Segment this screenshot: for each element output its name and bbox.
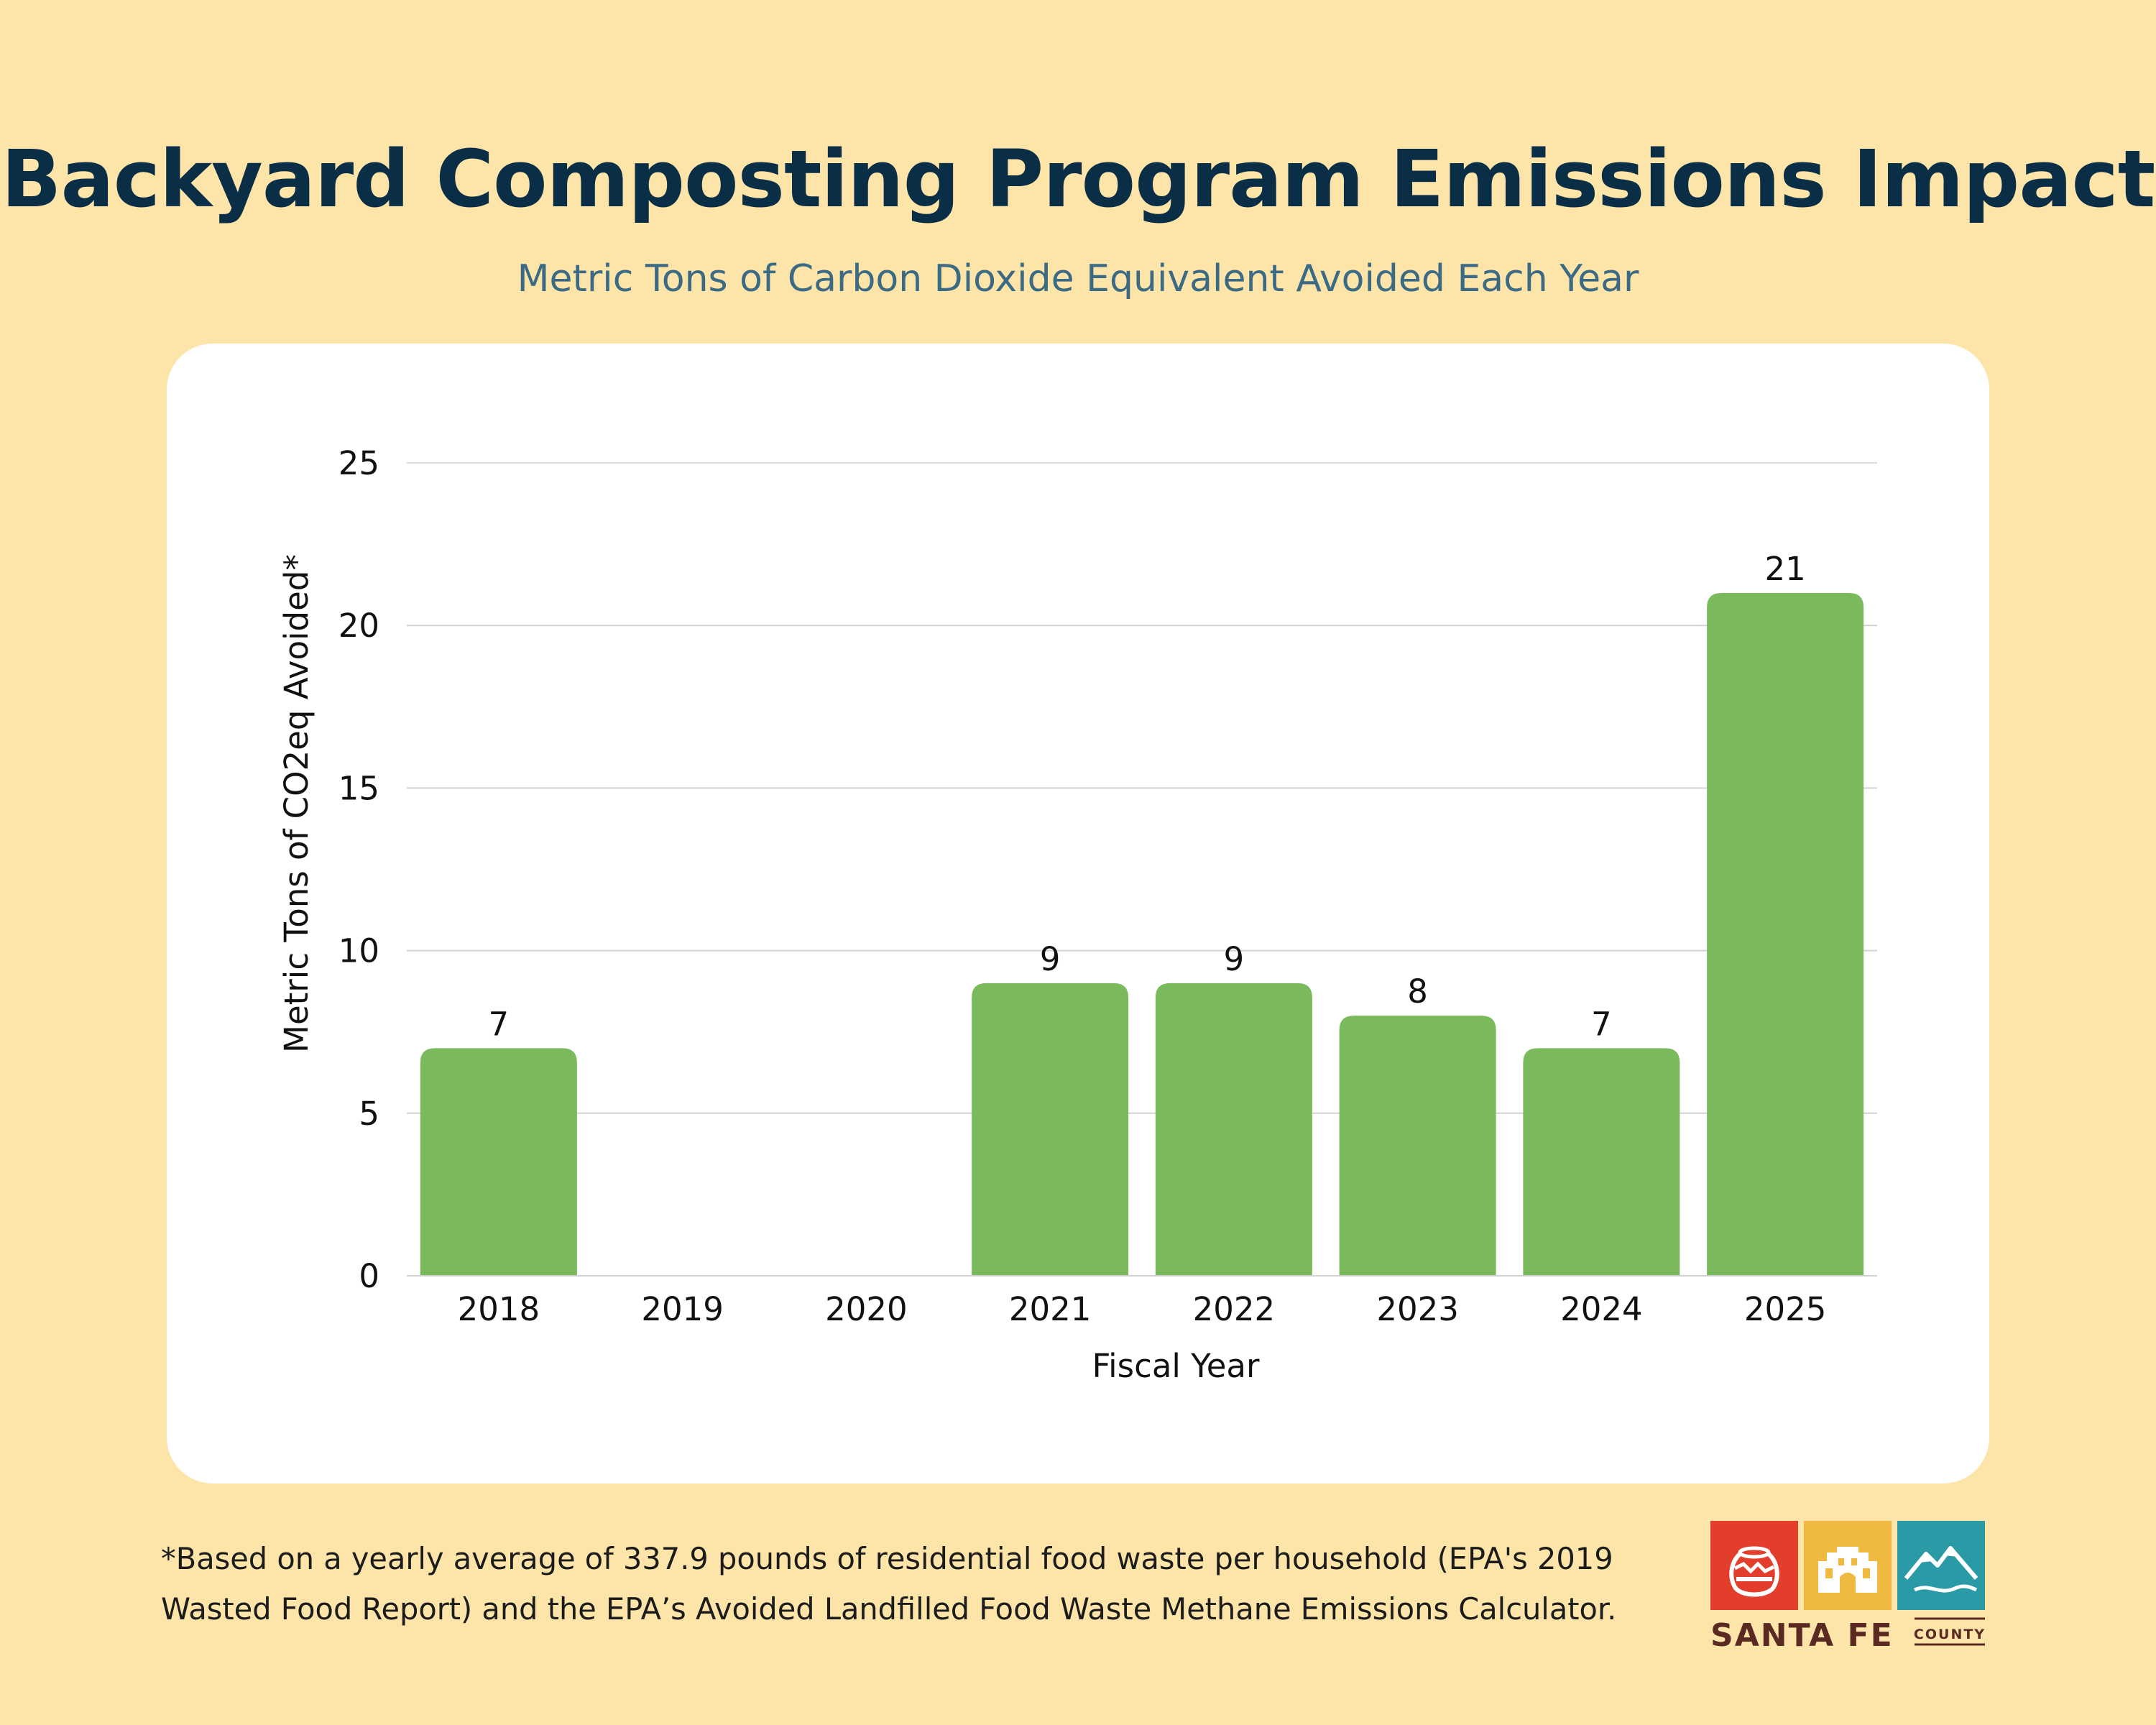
adobe-building-icon bbox=[1804, 1521, 1892, 1610]
mountain-icon bbox=[1897, 1521, 1985, 1610]
page-title: Backyard Composting Program Emissions Im… bbox=[1, 133, 2156, 225]
bar-2023 bbox=[1339, 1016, 1496, 1276]
bar-2025 bbox=[1707, 592, 1864, 1276]
bar-2018 bbox=[420, 1048, 577, 1276]
x-tick-label: 2025 bbox=[1744, 1290, 1827, 1328]
x-tick-label: 2021 bbox=[1009, 1290, 1092, 1328]
footnote-line-1: *Based on a yearly average of 337.9 poun… bbox=[161, 1541, 1613, 1576]
bar-2022 bbox=[1155, 983, 1312, 1276]
y-tick-label: 20 bbox=[338, 607, 379, 645]
y-tick-label: 25 bbox=[338, 444, 379, 482]
y-tick-label: 10 bbox=[338, 932, 379, 970]
bar-2021 bbox=[972, 983, 1129, 1276]
y-tick-label: 0 bbox=[359, 1257, 379, 1295]
x-tick-label: 2019 bbox=[641, 1290, 724, 1328]
y-tick-label: 15 bbox=[338, 769, 379, 807]
footnote: *Based on a yearly average of 337.9 poun… bbox=[161, 1534, 1706, 1634]
footnote-line-2: Wasted Food Report) and the EPA’s Avoide… bbox=[161, 1591, 1617, 1627]
bar-2024 bbox=[1523, 1048, 1680, 1276]
santa-fe-county-logo: SANTA FE COUNTY bbox=[1710, 1521, 1985, 1650]
x-tick-label: 2024 bbox=[1560, 1290, 1643, 1328]
x-axis-title: Fiscal Year bbox=[1092, 1347, 1260, 1385]
data-label-2022: 9 bbox=[1224, 940, 1245, 978]
chart-card: 0 5 10 15 20 25 7 2018 2019 2020 9 2021 9 2022 8 2023 7 2… bbox=[167, 344, 1989, 1484]
x-tick-label: 2022 bbox=[1193, 1290, 1276, 1328]
x-tick-label: 2023 bbox=[1376, 1290, 1459, 1328]
y-axis-title: Metric Tons of CO2eq Avoided* bbox=[277, 554, 315, 1053]
data-label-2024: 7 bbox=[1591, 1005, 1612, 1043]
x-tick-label: 2020 bbox=[825, 1290, 908, 1328]
logo-county-text: COUNTY bbox=[1914, 1627, 1985, 1642]
data-label-2025: 21 bbox=[1764, 550, 1805, 588]
data-label-2021: 9 bbox=[1040, 940, 1061, 978]
x-tick-label: 2018 bbox=[458, 1290, 540, 1328]
data-label-2023: 8 bbox=[1407, 972, 1428, 1011]
pottery-icon bbox=[1710, 1521, 1798, 1610]
logo-wordmark: SANTA FE bbox=[1710, 1617, 1894, 1650]
page-subtitle: Metric Tons of Carbon Dioxide Equivalent… bbox=[517, 257, 1639, 300]
y-tick-label: 5 bbox=[359, 1095, 379, 1133]
data-label-2018: 7 bbox=[489, 1005, 510, 1043]
